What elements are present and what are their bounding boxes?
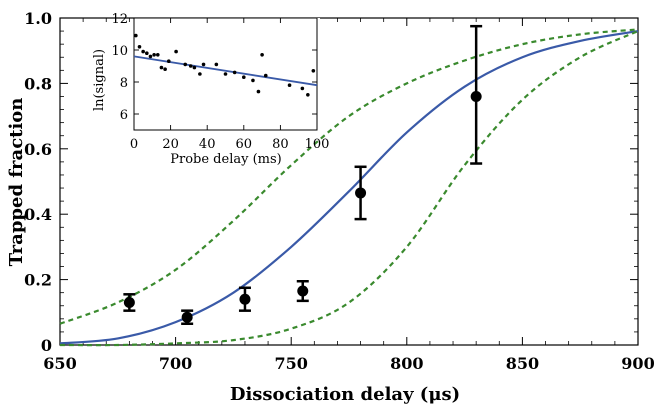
main-points xyxy=(123,90,482,323)
inset-data-point xyxy=(232,70,237,75)
inset-data-point xyxy=(141,49,145,54)
inset-data-point xyxy=(145,51,149,55)
bound-curve xyxy=(59,30,639,347)
main-y-axis-title: Trapped fraction xyxy=(6,98,27,267)
inset-data-point xyxy=(183,62,188,67)
inset-tick-labels: 0 20 40 60 80 100 6 8 10 12 xyxy=(111,12,329,152)
inset-x-tick-label: 20 xyxy=(162,137,179,152)
data-point xyxy=(355,187,367,199)
inset-ticks xyxy=(133,17,318,130)
main-x-tick-label: 700 xyxy=(159,354,192,373)
inset-data-point xyxy=(223,72,228,76)
data-point xyxy=(239,293,251,305)
inset-y-tick-label: 8 xyxy=(120,76,128,91)
inset-data-point xyxy=(134,33,138,38)
inset-data-point xyxy=(260,53,264,57)
inset-x-tick-label: 40 xyxy=(199,137,216,152)
main-plot-frame xyxy=(59,17,639,346)
data-point xyxy=(181,311,193,323)
data-point xyxy=(297,285,309,297)
inset-data-point xyxy=(251,78,255,83)
inset-data-point xyxy=(214,62,219,67)
inset-x-tick-label: 100 xyxy=(305,137,330,152)
inset-x-tick-label: 80 xyxy=(272,137,289,152)
inset-data-point xyxy=(287,83,292,87)
main-y-tick-label: 0.4 xyxy=(24,205,52,224)
inset-data-point xyxy=(148,54,153,59)
main-x-tick-label: 850 xyxy=(506,354,539,373)
inset-data-point xyxy=(300,86,305,91)
main-curves xyxy=(59,28,639,347)
main-x-tick-label: 900 xyxy=(621,354,654,373)
inset-data-point xyxy=(242,75,246,79)
inset-data-point xyxy=(163,67,167,71)
inset-y-axis-title: ln(signal) xyxy=(92,49,107,111)
inset-data-point xyxy=(192,65,197,70)
inset-x-tick-label: 0 xyxy=(130,137,138,152)
inset-data-point xyxy=(306,93,310,97)
main-y-tick-label: 0.8 xyxy=(24,74,52,93)
main-x-axis-title: Dissociation delay (μs) xyxy=(230,384,460,405)
inset-data-point xyxy=(174,49,178,54)
inset-data-point xyxy=(166,59,171,63)
main-x-tick-label: 750 xyxy=(274,354,307,373)
inset-y-tick-label: 6 xyxy=(120,108,128,123)
fit-curve xyxy=(59,29,639,345)
inset-data-point xyxy=(311,69,316,73)
inset-plot-frame xyxy=(133,17,318,131)
inset-y-tick-label: 10 xyxy=(111,44,128,59)
data-point xyxy=(470,90,482,102)
data-point xyxy=(123,296,135,308)
inset-data-point xyxy=(159,65,164,70)
main-y-tick-label: 0 xyxy=(41,336,52,355)
inset-data-point xyxy=(188,64,193,68)
main-y-tick-label: 0.6 xyxy=(24,140,52,159)
inset-data-point xyxy=(198,72,202,76)
inset-data-point xyxy=(155,53,160,57)
inset-data-point xyxy=(263,73,268,78)
inset-data-point xyxy=(152,53,156,57)
bound-curve xyxy=(59,28,639,325)
inset-points xyxy=(134,33,316,97)
inset-data-point xyxy=(256,89,261,94)
main-y-tick-label: 0.2 xyxy=(24,271,52,290)
main-x-tick-label: 800 xyxy=(390,354,423,373)
inset-data-point xyxy=(137,45,142,49)
inset-data-point xyxy=(201,62,206,67)
inset-y-tick-label: 12 xyxy=(111,12,128,27)
main-x-tick-label: 650 xyxy=(43,354,76,373)
inset-x-tick-label: 60 xyxy=(236,137,253,152)
inset-fit-line xyxy=(133,55,318,87)
inset-fit-line-path xyxy=(133,55,318,87)
inset-x-axis-title: Probe delay (ms) xyxy=(170,152,281,167)
main-y-tick-label: 1.0 xyxy=(24,9,52,28)
